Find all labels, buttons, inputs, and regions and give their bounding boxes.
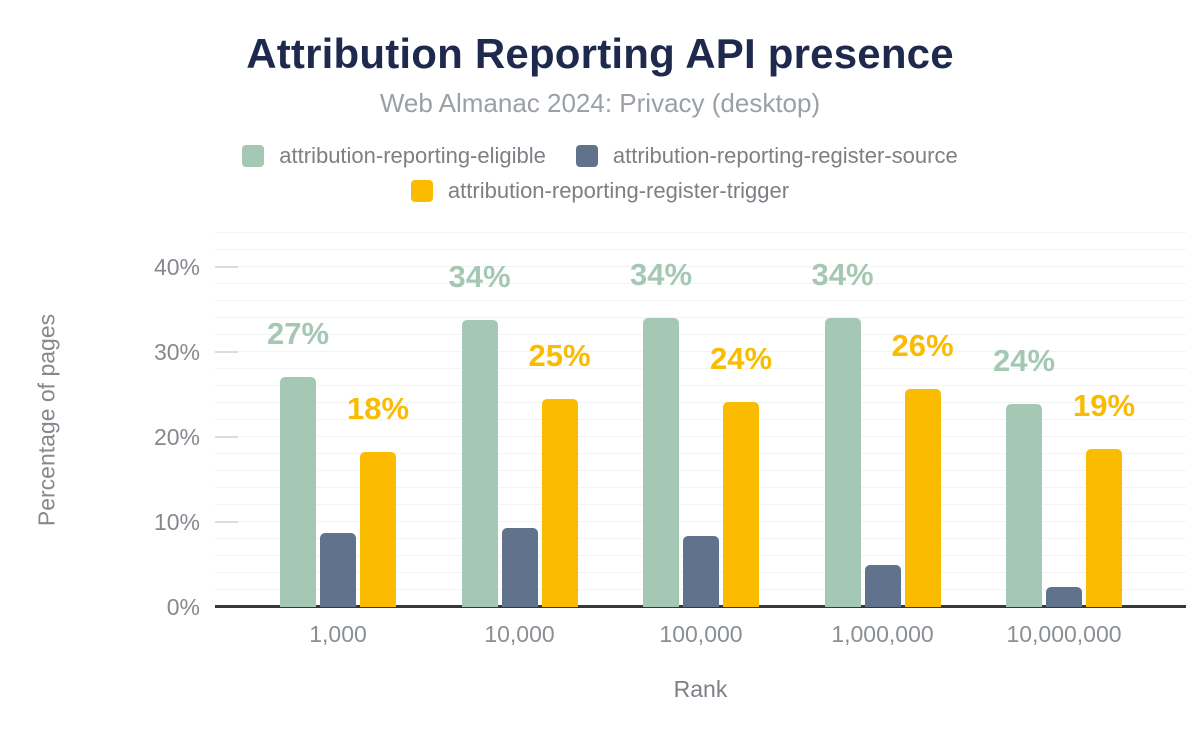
bar-group-10,000: 34% 25% 10,000 <box>448 233 590 647</box>
y-tick-label-40%: 40% <box>153 254 200 280</box>
attribution-reporting-register-source-bar <box>501 527 538 607</box>
legend-item-register-source: attribution-reporting-register-source <box>575 143 958 169</box>
y-tick-label-0%: 0% <box>166 594 200 620</box>
gridline-36pct <box>215 300 1186 301</box>
legend: attribution-reporting-eligible attributi… <box>0 143 1200 204</box>
bar-group-1,000: 27% 18% 1,000 <box>267 233 409 647</box>
legend-swatch-eligible <box>242 145 265 167</box>
attribution-reporting-eligible-value-label: 34% <box>811 257 874 292</box>
attribution-reporting-register-trigger-value-label: 19% <box>1072 387 1136 423</box>
attribution-reporting-register-trigger-value-label: 25% <box>528 337 591 373</box>
attribution-reporting-eligible-value-label: 34% <box>448 258 511 294</box>
attribution-reporting-register-source-bar <box>1046 587 1082 607</box>
gridline-26pct <box>215 385 1186 386</box>
legend-label-eligible: attribution-reporting-eligible <box>279 143 546 168</box>
legend-label-register-source: attribution-reporting-register-source <box>612 143 958 168</box>
gridline-30pct <box>215 351 1186 352</box>
bar-group-10,000,000: 24% 19% 10,000,000 <box>993 233 1135 647</box>
bar-group-1,000,000: 34% 26% 1,000,000 <box>811 233 953 647</box>
gridline-44pct <box>215 232 1186 233</box>
y-tick-label-20%: 20% <box>153 424 200 450</box>
attribution-reporting-register-trigger-bar <box>1086 448 1122 607</box>
x-tick-label-100,000: 100,000 <box>659 621 743 647</box>
gridline-42pct <box>215 249 1186 250</box>
chart-title: Attribution Reporting API presence <box>246 30 954 77</box>
x-axis-title: Rank <box>673 676 728 702</box>
attribution-reporting-eligible-bar <box>461 319 498 607</box>
attribution-reporting-register-trigger-value-label: 18% <box>346 391 410 427</box>
attribution-reporting-eligible-bar <box>1006 403 1042 607</box>
y-tick-label-10%: 10% <box>153 509 200 535</box>
gridline-28pct <box>215 368 1186 369</box>
attribution-reporting-eligible-bar <box>643 318 679 607</box>
gridline-34pct <box>215 317 1186 318</box>
attribution-reporting-eligible-bar <box>824 318 861 607</box>
plot-area: 0% 10% 20% 30% 40% 27% 18% 1,000 34% 25% 10,000 34%… <box>154 232 1186 647</box>
bar-group-100,000: 34% 24% 100,000 <box>630 233 772 647</box>
gridline-14pct <box>215 487 1186 488</box>
gridline-16pct <box>215 470 1186 471</box>
gridline-18pct <box>215 453 1186 454</box>
gridline-32pct <box>215 334 1186 335</box>
y-tick-mark-30% <box>215 351 238 353</box>
attribution-reporting-eligible-value-label: 34% <box>629 257 693 292</box>
attribution-reporting-register-trigger-bar <box>541 398 578 607</box>
attribution-reporting-register-trigger-bar <box>360 452 396 607</box>
gridline-22pct <box>215 419 1186 420</box>
y-tick-mark-20% <box>215 436 238 438</box>
y-tick-label-30%: 30% <box>153 339 200 365</box>
gridline-12pct <box>215 504 1186 505</box>
attribution-reporting-register-trigger-bar <box>723 402 759 607</box>
y-axis-title: Percentage of pages <box>33 313 60 527</box>
y-tick-mark-10% <box>215 521 238 523</box>
chart-subtitle: Web Almanac 2024: Privacy (desktop) <box>379 88 821 118</box>
gridline-40pct <box>215 266 1186 267</box>
gridline-38pct <box>215 283 1186 284</box>
gridline-20pct <box>215 436 1186 437</box>
x-tick-label-10,000,000: 10,000,000 <box>1006 621 1122 647</box>
attribution-reporting-register-trigger-bar <box>904 389 941 607</box>
y-tick-mark-40% <box>215 266 238 268</box>
attribution-reporting-register-source-bar <box>864 565 901 607</box>
x-tick-label-1,000,000: 1,000,000 <box>831 621 934 647</box>
legend-item-register-trigger: attribution-reporting-register-trigger <box>410 178 790 204</box>
x-tick-label-10,000: 10,000 <box>484 621 555 647</box>
legend-row-1: attribution-reporting-eligible attributi… <box>242 143 958 169</box>
attribution-reporting-eligible-value-label: 27% <box>266 315 330 351</box>
legend-row-2: attribution-reporting-register-trigger <box>410 178 790 204</box>
legend-item-eligible: attribution-reporting-eligible <box>242 143 546 169</box>
legend-label-register-trigger: attribution-reporting-register-trigger <box>447 178 790 203</box>
gridline-24pct <box>215 402 1186 403</box>
legend-swatch-register-source <box>575 145 598 167</box>
attribution-reporting-eligible-bar <box>280 376 316 607</box>
attribution-reporting-register-trigger-value-label: 26% <box>891 328 954 364</box>
x-tick-label-1,000: 1,000 <box>309 621 367 647</box>
attribution-reporting-register-source-bar <box>683 535 719 607</box>
attribution-reporting-register-trigger-value-label: 24% <box>709 341 773 377</box>
attribution-reporting-register-source-bar <box>320 533 356 607</box>
gridline-10pct <box>215 521 1186 522</box>
attribution-reporting-eligible-value-label: 24% <box>992 342 1056 378</box>
legend-swatch-register-trigger <box>410 180 433 202</box>
